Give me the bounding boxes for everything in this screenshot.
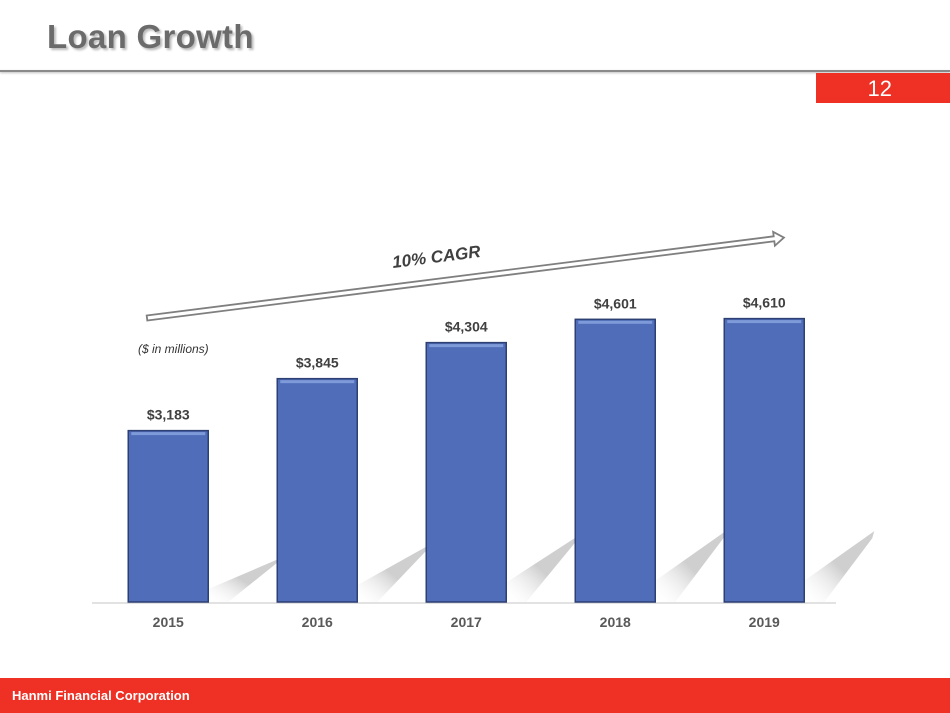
bar-2017 xyxy=(425,341,507,603)
bar-shadow xyxy=(655,531,726,602)
bar-2015 xyxy=(127,429,209,603)
bar-shadow xyxy=(804,531,875,602)
bar-2019 xyxy=(723,317,805,603)
bar-bevel xyxy=(727,320,802,324)
x-tick-label: 2017 xyxy=(451,614,482,630)
bar-2016 xyxy=(276,377,358,603)
page-title: Loan Growth xyxy=(47,18,254,55)
bar-bevel xyxy=(280,380,355,384)
units-note: ($ in millions) xyxy=(138,342,209,356)
data-label: $3,183 xyxy=(147,407,190,423)
data-label: $3,845 xyxy=(296,355,339,371)
x-tick-label: 2016 xyxy=(302,614,333,630)
title-divider xyxy=(0,70,950,72)
data-label: $4,601 xyxy=(594,295,637,311)
x-tick-label: 2018 xyxy=(600,614,631,630)
bar-shadow xyxy=(506,537,577,602)
bar-shadow xyxy=(357,546,428,602)
cagr-arrow-shape xyxy=(145,230,786,322)
data-label: $4,610 xyxy=(743,295,786,311)
footer-company-name: Hanmi Financial Corporation xyxy=(12,688,190,703)
bar-2018 xyxy=(574,318,656,603)
bar-shadow xyxy=(208,559,279,602)
page-number: 12 xyxy=(816,73,950,103)
footer-bar: Hanmi Financial Corporation xyxy=(0,678,950,713)
bar-bevel xyxy=(429,344,504,348)
x-tick-label: 2015 xyxy=(153,614,184,630)
data-label: $4,304 xyxy=(445,319,488,335)
cagr-label: 10% CAGR xyxy=(391,242,482,272)
bar-bevel xyxy=(131,432,206,436)
bar-bevel xyxy=(578,320,653,324)
cagr-arrow: 10% CAGR xyxy=(145,230,786,322)
x-tick-label: 2019 xyxy=(749,614,780,630)
